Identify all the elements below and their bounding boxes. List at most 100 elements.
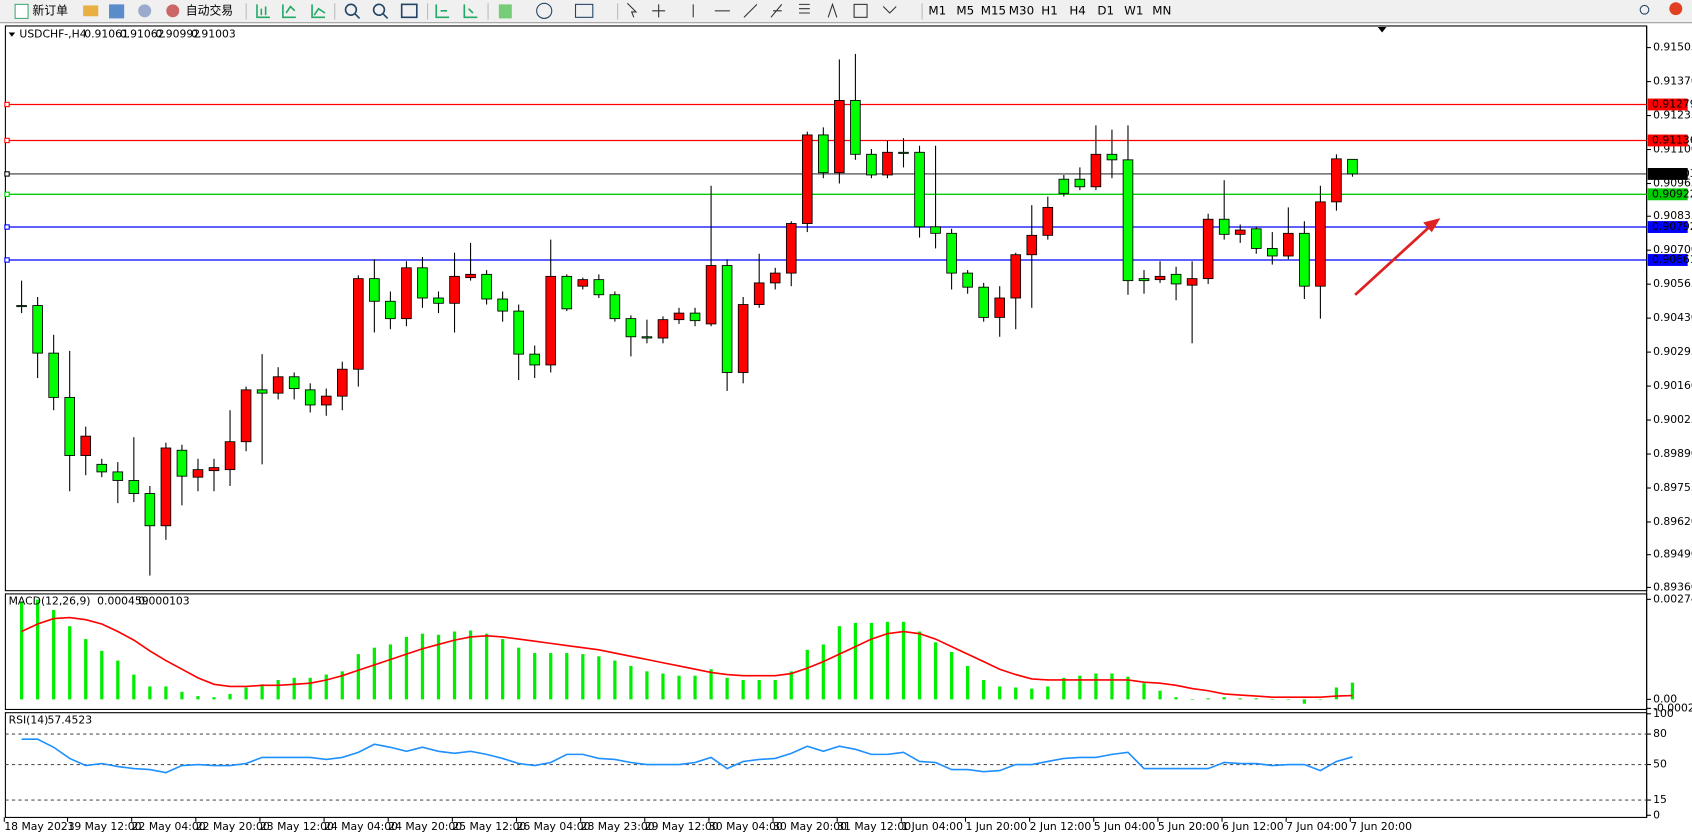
timeframe-button[interactable]: W1 (1124, 3, 1143, 17)
candle-body (208, 467, 220, 472)
macd-bar (741, 679, 745, 700)
scroll-tools[interactable] (435, 4, 478, 19)
draw-tools[interactable] (626, 2, 897, 18)
indicators-icon[interactable] (498, 4, 512, 19)
macd-bar (308, 677, 312, 700)
level-label-box (1647, 167, 1688, 180)
timeframe-button[interactable]: M1 (928, 3, 946, 17)
macd-bar (100, 650, 104, 700)
candle-body (1090, 153, 1102, 188)
x-tick-label: 28 May 23:00 (581, 820, 655, 833)
chart-tools[interactable] (256, 4, 326, 19)
candle-body (1058, 178, 1070, 194)
macd-bar (949, 651, 954, 700)
rsi-tick-label: 0 (1653, 808, 1660, 821)
macd-bar (1046, 686, 1050, 700)
candle-body (465, 273, 476, 279)
timeframe-button[interactable]: D1 (1097, 3, 1114, 17)
candle-body (192, 469, 204, 478)
level-label-box (1647, 254, 1688, 266)
ohlc-value: 0.91003 (191, 28, 236, 41)
candle-body (1347, 158, 1358, 175)
macd-bar (1062, 677, 1066, 700)
tool-icon[interactable] (83, 5, 99, 17)
new-order-icon[interactable] (14, 3, 29, 19)
x-tick-label: 18 May 2023 (4, 820, 74, 833)
rsi-tick-label: 50 (1653, 758, 1667, 771)
macd-bar (180, 691, 184, 700)
macd-bar (565, 653, 569, 700)
timeframe-button[interactable]: H4 (1069, 3, 1085, 17)
notification-badge[interactable] (1669, 2, 1683, 16)
x-tick-label: 25 May 12:00 (452, 820, 526, 833)
timeframe-button[interactable]: M5 (956, 3, 974, 17)
candle-body (529, 353, 540, 366)
x-tick-label: 5 Jun 20:00 (1158, 820, 1220, 833)
macd-bar (629, 665, 633, 700)
annotation-arrow (1354, 218, 1441, 296)
macd-bar (933, 642, 938, 700)
tool-icon[interactable] (109, 4, 125, 19)
macd-bar (356, 654, 360, 700)
shift-marker (1377, 27, 1387, 33)
candle-body (128, 480, 140, 494)
periods-icon[interactable] (536, 2, 553, 19)
level-handle (4, 257, 10, 263)
symbol-menu[interactable] (8, 32, 16, 37)
timeframe-button[interactable]: H1 (1041, 3, 1057, 17)
ohlc-value: 0.91062 (120, 28, 165, 41)
candle-body (641, 336, 653, 339)
level-label-box (1647, 98, 1688, 111)
timeframe-button[interactable]: MN (1152, 3, 1171, 17)
candle-body (978, 286, 989, 318)
level-label: 0.90922 (1652, 187, 1692, 200)
macd-bar (1142, 683, 1146, 700)
zoom-tools[interactable] (344, 3, 418, 19)
candle-body (882, 151, 893, 176)
candle-body (834, 100, 845, 174)
candle-body (769, 272, 781, 284)
macd-bar (1270, 699, 1274, 700)
macd-bar (1174, 697, 1178, 700)
candle-body (561, 275, 573, 310)
macd-bar (1350, 682, 1355, 700)
timeframe-button[interactable]: M30 (1009, 3, 1034, 17)
macd-tick-label: -0.000247 (1653, 701, 1692, 714)
macd-signal-value: 0.000103 (138, 594, 189, 607)
macd-bar (789, 671, 793, 700)
candle-body (737, 304, 749, 373)
candle-body (144, 493, 156, 527)
timeframe-button[interactable]: M15 (981, 3, 1006, 17)
macd-bar (132, 674, 136, 700)
candle-body (914, 151, 925, 228)
level-handle (4, 224, 10, 230)
macd-bar (436, 634, 441, 700)
ohlc-value: 0.91061 (84, 28, 129, 41)
x-tick-label: 1 Jun 20:00 (965, 820, 1027, 833)
macd-name: MACD(12,26,9) (9, 594, 91, 607)
macd-bar (581, 654, 585, 700)
macd-bar (1254, 698, 1258, 700)
macd-tick-label: 0.00 (1653, 692, 1677, 705)
y-tick-label: 0.90835 (1653, 209, 1692, 222)
tool-icon[interactable] (138, 4, 152, 18)
macd-bar (292, 677, 296, 700)
new-order-button[interactable]: 新订单 (32, 3, 68, 17)
auto-trading-icon[interactable] (166, 4, 180, 18)
level-handle (4, 101, 10, 108)
x-tick-label: 5 Jun 04:00 (1094, 820, 1156, 833)
candle-body (32, 305, 43, 354)
macd-bar (645, 671, 649, 700)
templates-icon[interactable] (574, 3, 594, 18)
macd-bar (1094, 673, 1098, 700)
macd-bar (404, 636, 409, 700)
candle-body (1170, 273, 1182, 285)
rsi-value: 57.4523 (48, 713, 93, 726)
search-icon[interactable] (1639, 4, 1650, 15)
auto-trading-button[interactable]: 自动交易 (186, 3, 233, 17)
candle-body (304, 389, 316, 406)
